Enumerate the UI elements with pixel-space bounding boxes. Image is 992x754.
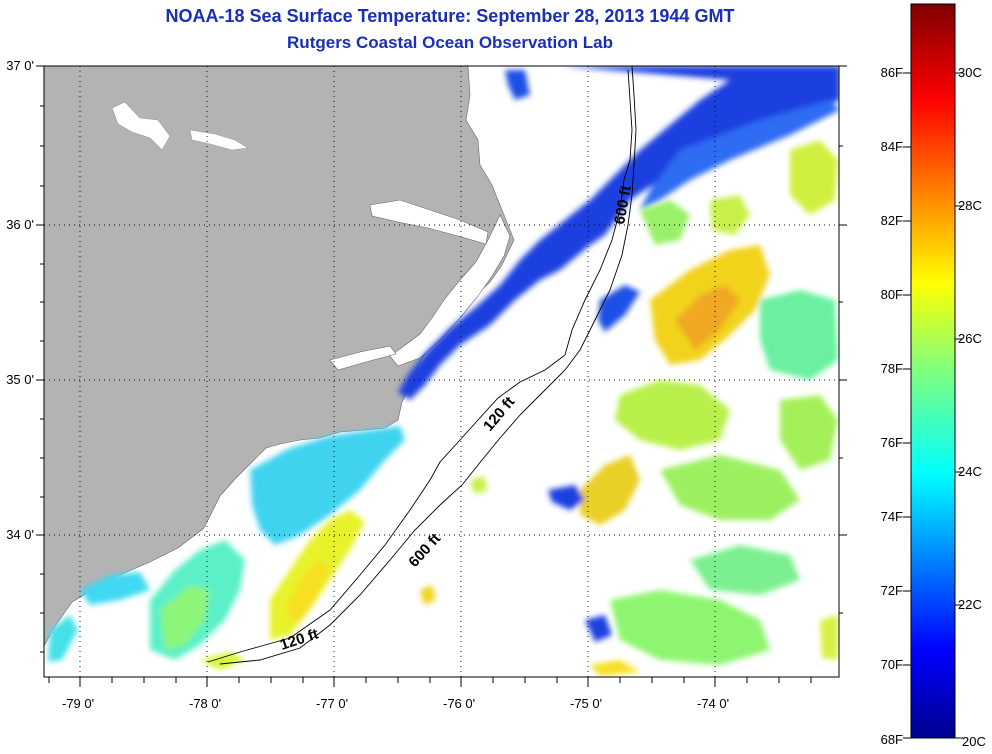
isobath-label: 600 ft	[611, 184, 635, 226]
colorbar-f-label: 74F	[881, 509, 903, 524]
lon-label: -74 0'	[697, 696, 729, 711]
colorbar-c-label: 30C	[958, 65, 982, 80]
temperature-colorbar: 86F 84F 82F 80F 78F 76F 74F 72F 70F 68F …	[881, 3, 986, 749]
axis-ticks	[36, 65, 847, 687]
lat-label: 34 0'	[6, 527, 34, 542]
lon-label: -75 0'	[570, 696, 602, 711]
colorbar-c-label: 20C	[962, 734, 986, 749]
colorbar-c-label: 22C	[958, 597, 982, 612]
isobath-600ft-contour	[219, 66, 637, 665]
inland-lake	[111, 101, 171, 151]
albemarle-sound	[369, 199, 489, 245]
sst-cold-plume	[398, 66, 839, 400]
river-estuary	[329, 345, 397, 371]
colorbar-f-label: 76F	[881, 435, 903, 450]
sst-nearshore-water	[48, 426, 405, 662]
lat-label: 36 0'	[6, 217, 34, 232]
map-title: NOAA-18 Sea Surface Temperature: Septemb…	[165, 6, 735, 26]
colorbar-f-label: 68F	[881, 732, 903, 747]
colorbar-f-label: 72F	[881, 583, 903, 598]
lon-label: -79 0'	[62, 696, 94, 711]
latitude-labels: 37 0' 36 0' 35 0' 34 0'	[6, 58, 34, 542]
lon-label: -78 0'	[189, 696, 221, 711]
colorbar-f-label: 70F	[881, 657, 903, 672]
colorbar-f-label: 80F	[881, 287, 903, 302]
sst-offshore-patches	[420, 140, 838, 676]
isobath-120ft-contour	[207, 69, 633, 663]
lon-label: -77 0'	[316, 696, 348, 711]
inland-lake	[189, 129, 249, 151]
lon-label: -76 0'	[443, 696, 475, 711]
map-border	[43, 65, 840, 678]
colorbar-f-label: 84F	[881, 139, 903, 154]
graticule	[44, 66, 839, 677]
colorbar-c-label: 28C	[958, 198, 982, 213]
longitude-labels: -79 0' -78 0' -77 0' -76 0' -75 0' -74 0…	[62, 696, 729, 711]
pamlico-sound	[389, 214, 511, 367]
colorbar-f-label: 86F	[881, 65, 903, 80]
lat-label: 37 0'	[6, 58, 34, 73]
map-subtitle: Rutgers Coastal Ocean Observation Lab	[287, 33, 613, 52]
colorbar-gradient	[910, 3, 956, 739]
lat-label: 35 0'	[6, 372, 34, 387]
colorbar-f-label: 82F	[881, 213, 903, 228]
colorbar-f-label: 78F	[881, 361, 903, 376]
colorbar-c-label: 24C	[958, 464, 982, 479]
sst-warm-band	[200, 510, 365, 670]
colorbar-c-label: 26C	[958, 331, 982, 346]
